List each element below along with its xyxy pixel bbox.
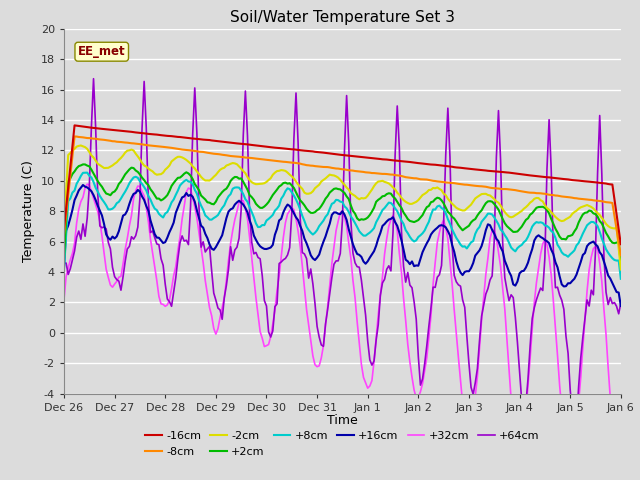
Line: -8cm: -8cm — [64, 136, 621, 255]
-8cm — [617, 252, 625, 258]
-8cm — [286, 159, 294, 165]
-16cm — [286, 146, 294, 152]
-2cm — [617, 266, 625, 272]
-16cm — [486, 168, 494, 174]
+64cm — [307, 266, 315, 272]
-8cm — [60, 231, 68, 237]
+16cm — [586, 241, 593, 247]
+2cm — [486, 198, 494, 204]
-16cm — [307, 148, 315, 154]
-2cm — [77, 143, 84, 148]
+32cm — [286, 208, 294, 214]
-16cm — [70, 122, 78, 128]
-16cm — [617, 241, 625, 247]
+16cm — [286, 203, 294, 209]
-8cm — [579, 196, 587, 202]
Line: -2cm: -2cm — [64, 145, 621, 269]
-8cm — [402, 174, 410, 180]
+2cm — [617, 261, 625, 267]
-16cm — [402, 159, 410, 165]
+64cm — [571, 427, 579, 433]
+8cm — [286, 186, 294, 192]
Line: +8cm: +8cm — [64, 173, 621, 279]
Legend: -16cm, -8cm, -2cm, +2cm, +8cm, +16cm, +32cm, +64cm: -16cm, -8cm, -2cm, +2cm, +8cm, +16cm, +3… — [141, 427, 544, 461]
+16cm — [307, 252, 315, 258]
-8cm — [586, 197, 593, 203]
+2cm — [579, 212, 587, 217]
+2cm — [60, 255, 68, 261]
Title: Soil/Water Temperature Set 3: Soil/Water Temperature Set 3 — [230, 10, 455, 25]
-2cm — [579, 204, 587, 209]
+32cm — [617, 426, 625, 432]
-8cm — [486, 185, 494, 191]
Text: EE_met: EE_met — [78, 45, 125, 58]
+64cm — [588, 288, 595, 293]
+64cm — [617, 300, 625, 306]
+32cm — [579, 344, 587, 350]
+8cm — [486, 211, 494, 216]
+32cm — [307, 338, 315, 344]
+64cm — [402, 279, 410, 285]
+64cm — [90, 76, 97, 82]
Line: +2cm: +2cm — [64, 164, 621, 264]
+2cm — [307, 210, 315, 216]
-16cm — [579, 178, 587, 184]
+32cm — [486, 236, 494, 241]
-2cm — [586, 203, 593, 209]
-2cm — [60, 225, 68, 230]
+16cm — [617, 303, 625, 309]
-2cm — [286, 172, 294, 178]
+2cm — [402, 213, 410, 218]
-2cm — [486, 192, 494, 198]
-16cm — [60, 226, 68, 232]
Line: +64cm: +64cm — [64, 79, 621, 430]
Line: -16cm: -16cm — [64, 125, 621, 244]
+8cm — [586, 221, 593, 227]
Line: +16cm: +16cm — [64, 185, 621, 306]
+2cm — [79, 161, 87, 167]
+16cm — [79, 182, 87, 188]
+16cm — [402, 257, 410, 263]
-16cm — [586, 179, 593, 185]
-2cm — [307, 190, 315, 196]
-2cm — [402, 199, 410, 204]
+64cm — [581, 316, 589, 322]
+64cm — [286, 245, 294, 251]
+32cm — [615, 475, 623, 480]
+32cm — [586, 267, 593, 273]
+16cm — [486, 222, 494, 228]
+8cm — [617, 276, 625, 282]
-8cm — [70, 133, 78, 139]
+32cm — [60, 297, 68, 302]
Y-axis label: Temperature (C): Temperature (C) — [22, 160, 35, 262]
Line: +32cm: +32cm — [64, 184, 621, 478]
+8cm — [83, 170, 91, 176]
+8cm — [579, 231, 587, 237]
-8cm — [307, 163, 315, 168]
+64cm — [486, 277, 494, 283]
+32cm — [83, 181, 91, 187]
+2cm — [586, 208, 593, 214]
+8cm — [60, 267, 68, 273]
+64cm — [60, 260, 68, 266]
X-axis label: Time: Time — [327, 414, 358, 427]
+2cm — [286, 180, 294, 186]
+16cm — [60, 264, 68, 270]
+8cm — [307, 230, 315, 236]
+32cm — [402, 318, 410, 324]
+16cm — [579, 252, 587, 258]
+8cm — [402, 227, 410, 233]
